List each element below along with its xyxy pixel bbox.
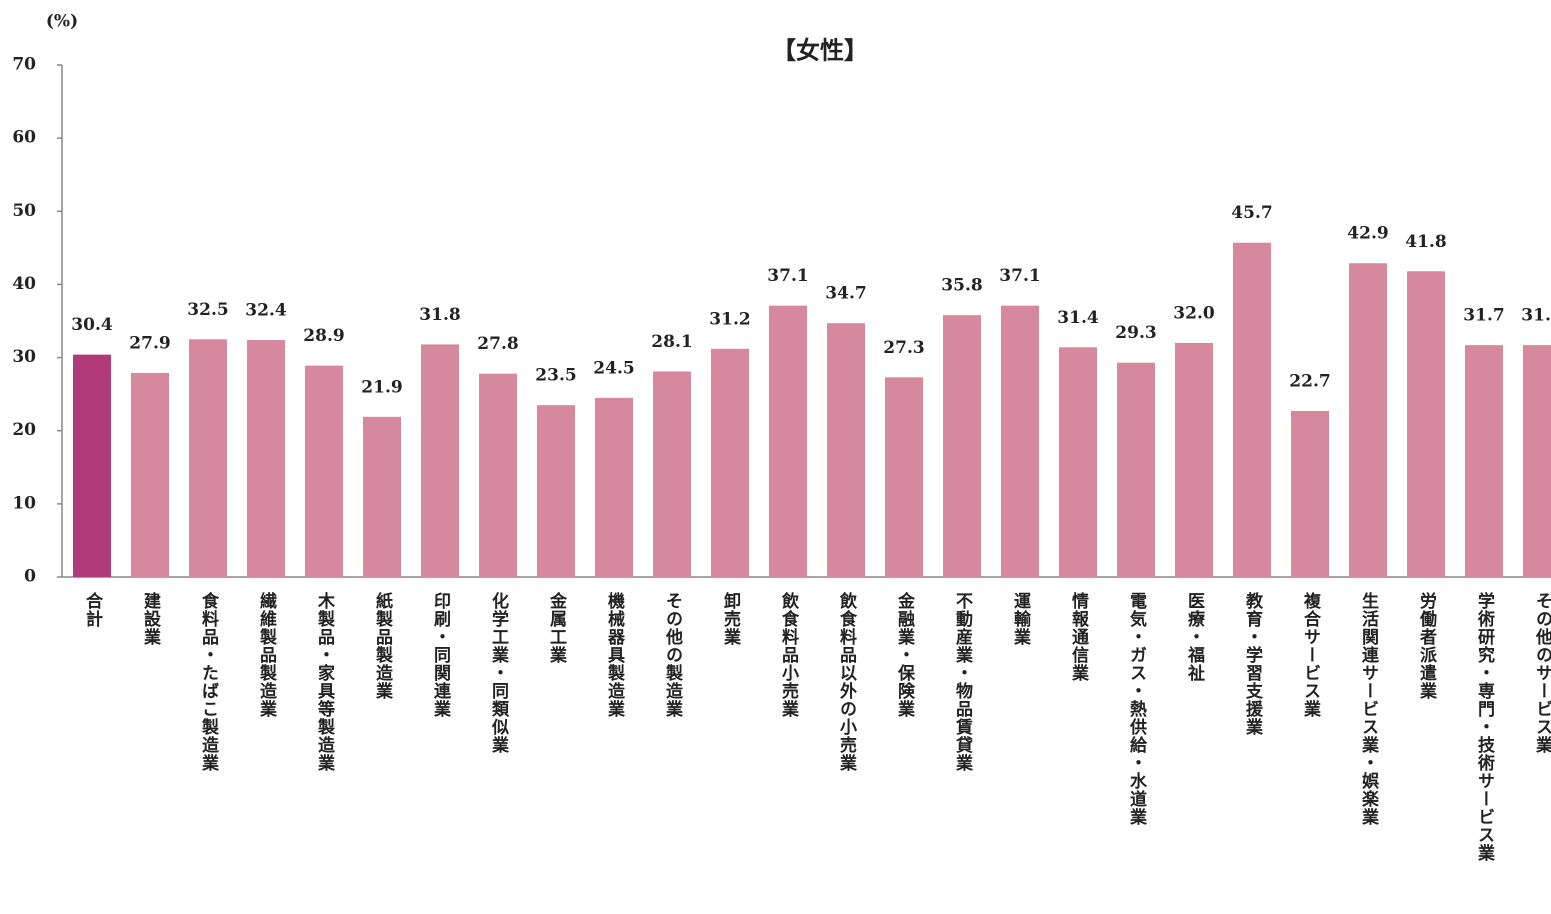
value-label: 27.9 [129,333,170,353]
bar [247,340,285,577]
x-tick-label: 食料品・たばこ製造業 [198,591,220,772]
x-tick-label: 運輸業 [1010,592,1031,646]
y-tick-label: 0 [24,567,36,587]
x-tick-label: 情報通信業 [1068,591,1089,682]
x-tick-label: 建設業 [140,591,161,646]
x-tick-label: 木製品・家具等製造業 [314,591,336,772]
value-label: 32.4 [245,301,287,321]
value-label: 42.9 [1347,224,1388,244]
bar [769,305,807,577]
bar [363,416,401,577]
bar [421,344,459,577]
x-tick-label: 医療・福祉 [1184,592,1206,682]
value-label: 34.7 [825,284,866,304]
x-tick-label: 不動産業・物品賃貸業 [952,592,974,772]
x-tick-label: 学術研究・専門・技術サービス業 [1474,591,1496,862]
value-label: 31.7 [1521,306,1551,326]
bar [1175,342,1213,577]
x-tick-label: 飲食料品小売業 [778,591,800,718]
x-tick-label: その他の製造業 [662,592,684,718]
bar [1291,410,1329,577]
value-label: 32.5 [187,300,228,320]
bar [1059,347,1097,577]
value-label: 41.8 [1405,232,1446,252]
bar [1465,345,1503,577]
x-tick-label: 飲食料品以外の小売業 [836,591,858,772]
bar [885,377,923,577]
x-tick-label: その他のサービス業 [1532,592,1551,754]
value-label: 23.5 [535,366,576,386]
y-tick-label: 40 [12,274,36,294]
value-label: 24.5 [593,358,634,378]
bar [537,405,575,577]
bar [131,372,169,577]
x-tick-label: 機械器具製造業 [604,591,626,718]
x-tick-label: 繊維製品製造業 [256,591,278,718]
bar [1117,362,1155,577]
y-tick-label: 70 [12,55,36,75]
x-tick-label: 卸売業 [720,591,741,646]
y-tick-label: 60 [12,128,36,148]
value-label: 21.9 [361,377,402,397]
x-tick-label: 教育・学習支援業 [1242,591,1264,736]
bar [943,315,981,577]
x-tick-label: 生活関連サービス業・娯楽業 [1358,591,1379,826]
y-tick-label: 10 [12,493,36,513]
value-label: 30.4 [71,315,113,335]
value-label: 27.3 [883,338,924,358]
value-label: 29.3 [1115,323,1156,343]
bar [189,339,227,577]
bar [827,323,865,577]
x-tick-label: 金融業・保険業 [894,591,916,718]
x-tick-label: 複合サービス業 [1300,591,1322,718]
x-tick-label: 合計 [82,591,103,628]
bar [1523,345,1551,577]
value-label: 35.8 [941,276,982,296]
x-tick-label: 金属工業 [546,591,568,664]
value-label: 37.1 [999,266,1040,286]
x-tick-label: 労働者派遣業 [1416,591,1438,700]
value-label: 31.7 [1463,306,1504,326]
x-tick-label: 紙製品製造業 [372,591,394,700]
value-label: 28.1 [651,332,692,352]
value-label: 31.2 [709,309,750,329]
value-label: 37.1 [767,266,808,286]
x-tick-label: 印刷・同関連業 [430,592,451,718]
bar [711,348,749,577]
value-label: 45.7 [1231,203,1272,223]
y-tick-label: 20 [12,420,36,440]
value-label: 31.8 [419,305,460,325]
value-label: 31.4 [1057,308,1099,328]
value-label: 22.7 [1289,371,1330,391]
x-tick-label: 化学工業・同類似業 [488,591,510,754]
value-label: 32.0 [1173,303,1215,323]
bar [653,371,691,577]
chart-title: 【女性】 [772,36,868,65]
y-tick-label: 30 [12,347,36,367]
y-unit: (%) [46,12,78,32]
value-label: 27.8 [477,334,518,354]
bar [1001,305,1039,577]
bar [1233,242,1271,578]
bar [1407,271,1445,577]
bar [595,397,633,577]
y-tick-label: 50 [12,201,36,221]
value-label: 28.9 [303,326,344,346]
x-tick-label: 電気・ガス・熱供給・水道業 [1126,592,1148,826]
bar [479,373,517,577]
bar [73,354,111,577]
bar [305,365,343,577]
bar [1349,263,1387,577]
